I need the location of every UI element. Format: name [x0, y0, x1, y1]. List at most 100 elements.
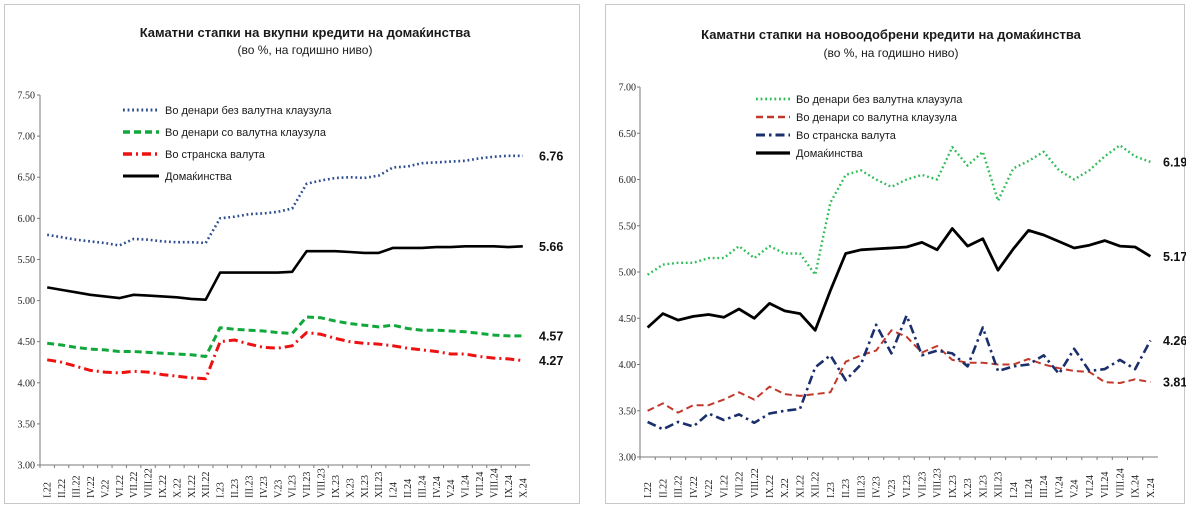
- x-tick-label: IX.22: [765, 475, 776, 498]
- x-tick-label: VIII.24: [489, 468, 500, 498]
- legend-label: Во денари со валутна клаузула: [796, 112, 958, 124]
- x-tick-label: IX.23: [948, 475, 959, 498]
- y-tick-label: 6.00: [18, 214, 36, 225]
- x-tick-label: VIII.22: [144, 468, 155, 498]
- x-tick-label: VIII.23: [317, 468, 328, 498]
- y-tick-label: 3.50: [18, 419, 36, 430]
- x-tick-label: X.22: [780, 478, 791, 498]
- series-line: [46, 154, 523, 247]
- x-tick-label: III.22: [72, 476, 83, 499]
- x-tick-label: VI.23: [288, 475, 299, 498]
- x-tick-label: VI.23: [902, 475, 913, 498]
- x-tick-label: VII.24: [475, 472, 486, 498]
- x-tick-label: II.24: [1024, 479, 1035, 498]
- x-tick-label: VIII.22: [750, 468, 761, 498]
- x-tick-label: XI.22: [795, 475, 806, 498]
- y-tick-label: 3.00: [18, 461, 36, 472]
- chart-panel-new-loans: Каматни стапки на новоодобрени кредити н…: [605, 4, 1187, 504]
- x-tick-label: IV.24: [1054, 476, 1065, 498]
- x-tick-label: IV.23: [259, 476, 270, 498]
- x-tick-label: IX.23: [331, 475, 342, 498]
- x-tick-label: IV.24: [432, 476, 443, 498]
- y-tick-label: 7.00: [18, 132, 36, 143]
- x-tick-label: XI.23: [360, 475, 371, 498]
- y-tick-label: 6.00: [619, 175, 637, 186]
- x-tick-label: I.23: [216, 482, 227, 498]
- chart-svg-total-loans: Каматни стапки на вкупни кредити на дома…: [18, 25, 564, 499]
- x-tick-label: VII.22: [129, 472, 140, 498]
- x-tick-label: V.23: [887, 480, 898, 498]
- x-tick-label: I.24: [1009, 482, 1020, 498]
- y-tick-label: 3.50: [619, 406, 637, 417]
- x-tick-label: VIII.23: [933, 468, 944, 498]
- x-tick-label: VI.24: [1085, 475, 1096, 498]
- legend-label: Во денари без валутна клаузула: [796, 94, 963, 106]
- series-line: [46, 245, 523, 302]
- x-tick-label: IX.22: [158, 475, 169, 498]
- y-tick-label: 5.00: [619, 268, 637, 279]
- legend-label: Домаќинства: [796, 148, 864, 160]
- x-tick-label: II.23: [841, 479, 852, 498]
- x-tick-label: XII.23: [994, 472, 1005, 498]
- x-tick-label: IX.24: [504, 475, 515, 498]
- x-tick-label: III.24: [1039, 476, 1050, 499]
- series-line: [647, 329, 1151, 414]
- series-end-label: 4.57: [539, 329, 563, 343]
- x-tick-label: I.24: [389, 482, 400, 498]
- y-tick-label: 6.50: [18, 173, 36, 184]
- y-tick-label: 4.50: [619, 314, 637, 325]
- x-tick-label: V.23: [273, 480, 284, 498]
- series-end-label: 4.26: [1163, 334, 1186, 348]
- chart-svg-new-loans: Каматни стапки на новоодобрени кредити н…: [619, 27, 1187, 499]
- x-tick-label: XI.22: [187, 475, 198, 498]
- x-tick-label: II.24: [403, 479, 414, 498]
- legend-label: Во денари без валутна клаузула: [165, 105, 332, 117]
- x-tick-label: V.24: [1070, 480, 1081, 498]
- x-tick-label: X.22: [172, 478, 183, 498]
- x-tick-label: VII.22: [735, 472, 746, 498]
- y-tick-label: 6.50: [619, 129, 637, 140]
- x-tick-label: I.22: [643, 482, 654, 498]
- legend-label: Во странска валута: [165, 149, 266, 161]
- x-tick-label: IV.22: [689, 476, 700, 498]
- x-tick-label: VIII.24: [1115, 468, 1126, 498]
- y-tick-label: 4.50: [18, 337, 36, 348]
- x-tick-label: II.22: [57, 479, 68, 498]
- x-tick-label: XI.23: [978, 475, 989, 498]
- chart-subtitle: (во %, на годишно ниво): [824, 46, 959, 60]
- y-tick-label: 4.00: [619, 360, 637, 371]
- x-tick-label: IV.22: [86, 476, 97, 498]
- chart-title: Каматни стапки на вкупни кредити на дома…: [140, 25, 471, 40]
- series-line: [647, 314, 1152, 431]
- x-tick-label: VI.22: [115, 475, 126, 498]
- x-tick-label: III.23: [244, 476, 255, 499]
- y-tick-label: 3.00: [619, 453, 637, 464]
- y-tick-label: 5.00: [18, 296, 36, 307]
- y-tick-label: 7.00: [619, 83, 637, 94]
- x-tick-label: X.23: [963, 478, 974, 498]
- y-tick-label: 5.50: [619, 221, 637, 232]
- y-tick-label: 4.00: [18, 378, 36, 389]
- chart-panel-total-loans: Каматни стапки на вкупни кредити на дома…: [4, 4, 580, 504]
- y-tick-label: 7.50: [18, 91, 36, 102]
- x-tick-label: I.22: [43, 482, 54, 498]
- series-line: [47, 315, 523, 358]
- series-end-label: 3.81: [1163, 376, 1186, 390]
- legend-label: Во странска валута: [796, 130, 897, 142]
- x-tick-label: I.23: [826, 482, 837, 498]
- x-tick-label: III.24: [417, 476, 428, 499]
- series-line: [46, 331, 523, 381]
- x-tick-label: VII.23: [302, 472, 313, 498]
- x-tick-label: X.24: [1146, 478, 1157, 498]
- x-tick-label: II.23: [230, 479, 241, 498]
- x-tick-label: IV.23: [872, 476, 883, 498]
- chart-title: Каматни стапки на новоодобрени кредити н…: [701, 27, 1082, 42]
- x-tick-label: III.23: [856, 476, 867, 499]
- x-tick-label: III.22: [674, 476, 685, 499]
- chart-subtitle: (во %, на годишно ниво): [238, 43, 373, 57]
- y-tick-label: 5.50: [18, 255, 36, 266]
- series-end-label: 4.27: [539, 354, 563, 368]
- series-line: [646, 144, 1151, 276]
- series-line: [646, 227, 1152, 332]
- x-tick-label: V.24: [446, 480, 457, 498]
